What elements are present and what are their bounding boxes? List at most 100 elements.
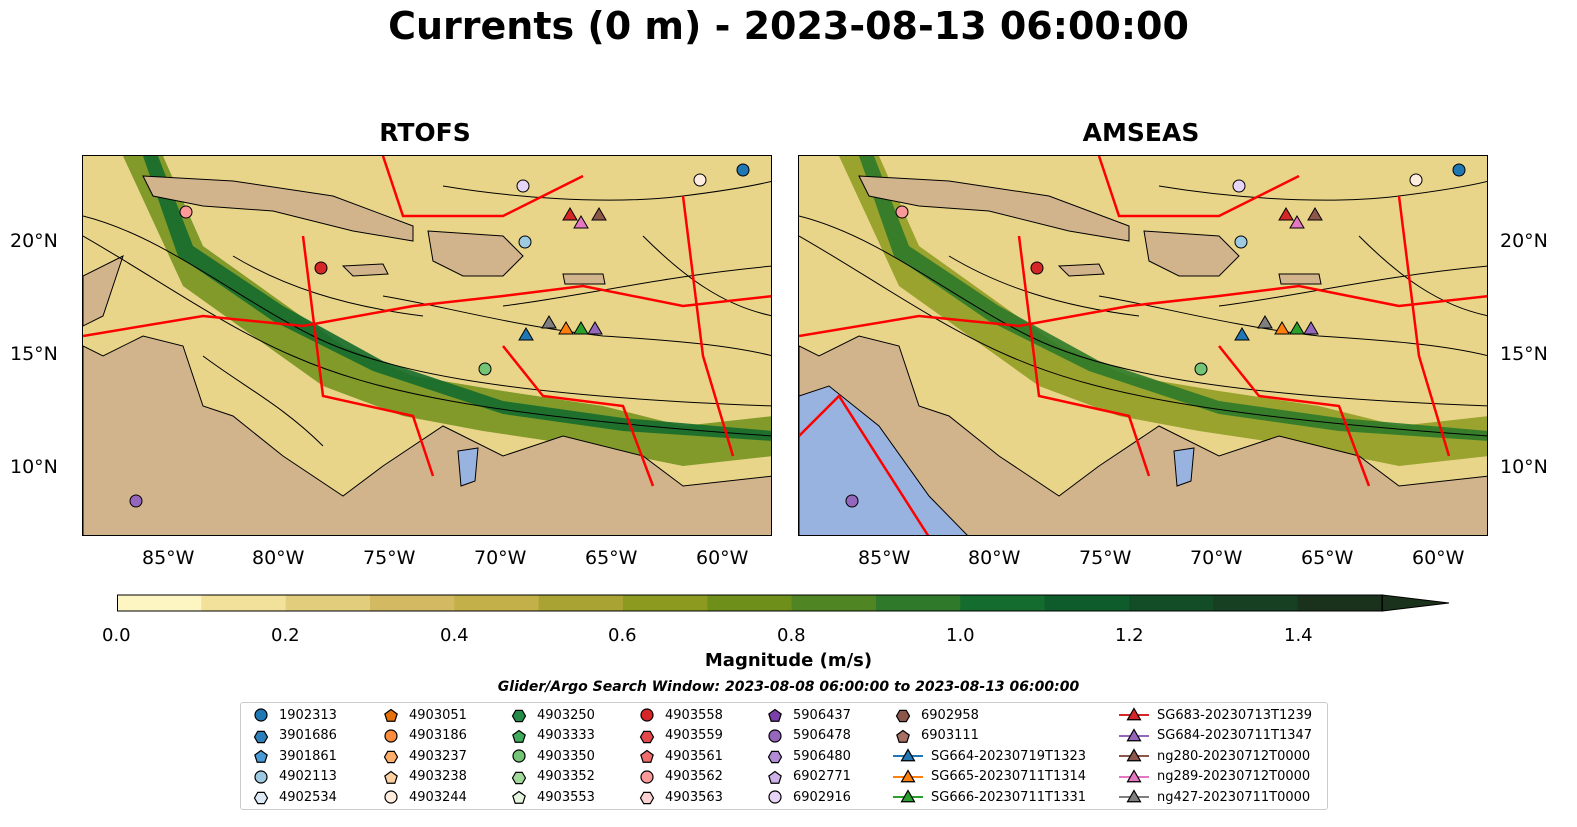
float-markers bbox=[129, 163, 750, 508]
legend-label: 4903558 bbox=[665, 707, 723, 723]
colorbar-tick-4: 0.8 bbox=[777, 625, 806, 646]
yucatan-landmass bbox=[83, 255, 124, 327]
legend-label: 4903237 bbox=[409, 748, 467, 764]
colorbar-tick-0: 0.0 bbox=[102, 625, 131, 646]
float-markers bbox=[845, 163, 1466, 508]
legend-item: 4903244 bbox=[381, 787, 467, 807]
legend-item: 4903558 bbox=[637, 705, 723, 725]
colorbar-tick-5: 1.0 bbox=[946, 625, 975, 646]
legend-item: 6902771 bbox=[765, 767, 851, 787]
circle-marker-icon bbox=[384, 790, 398, 804]
cuba-landmass bbox=[858, 175, 1130, 242]
colorbar-cell bbox=[117, 595, 202, 611]
map-panel-rtofs bbox=[82, 155, 772, 536]
hexagon-marker-icon bbox=[895, 709, 911, 723]
puerto-rico-landmass bbox=[1278, 273, 1322, 285]
legend-item: 3901686 bbox=[251, 726, 337, 746]
eez-boundaries bbox=[799, 156, 1487, 535]
colorbar-cell bbox=[876, 595, 961, 611]
map-amseas-drawing bbox=[799, 156, 1487, 535]
legend-label: SG684-20230711T1347 bbox=[1157, 728, 1313, 744]
colorbar-cell bbox=[960, 595, 1046, 611]
colorbar-extension bbox=[1381, 594, 1450, 612]
circle-marker-icon bbox=[384, 728, 398, 743]
central-south-america-landmass bbox=[799, 335, 1487, 535]
legend-item: 5906480 bbox=[765, 746, 851, 766]
legend-label: 4903553 bbox=[537, 789, 595, 805]
triangle-marker-icon bbox=[893, 769, 923, 783]
colorbar-cell bbox=[707, 595, 793, 611]
legend-label: 6903111 bbox=[921, 728, 979, 744]
triangle-marker-icon bbox=[1119, 769, 1149, 783]
lon-tick-right-65w: 65°W bbox=[1301, 547, 1354, 569]
panel-title-rtofs: RTOFS bbox=[379, 118, 471, 147]
legend-label: 4903051 bbox=[409, 707, 467, 723]
lon-tick-right-80w: 80°W bbox=[968, 547, 1021, 569]
panel-title-amseas: AMSEAS bbox=[1082, 118, 1200, 147]
legend-label: 6902916 bbox=[793, 789, 851, 805]
legend-label: 5906437 bbox=[793, 707, 851, 723]
legend-label: 6902958 bbox=[921, 707, 979, 723]
hispaniola-landmass bbox=[1143, 230, 1240, 277]
legend-item: 4903559 bbox=[637, 726, 723, 746]
colorbar-cell bbox=[1044, 595, 1130, 611]
colorbar-cell bbox=[285, 595, 371, 611]
pacific-ocean bbox=[799, 385, 968, 535]
legend-item: 5906478 bbox=[765, 726, 851, 746]
legend-item: 4903553 bbox=[509, 787, 595, 807]
eez-boundaries bbox=[83, 156, 771, 487]
lon-tick-left-70w: 70°W bbox=[474, 547, 527, 569]
legend-item: 6902958 bbox=[893, 705, 979, 725]
hexagon-marker-icon bbox=[383, 750, 399, 764]
hexagon-marker-icon bbox=[253, 730, 269, 743]
pentagon-marker-icon bbox=[384, 708, 398, 722]
colorbar-tick-7: 1.4 bbox=[1284, 625, 1313, 646]
lat-tick-right-20n: 20°N bbox=[1500, 230, 1548, 252]
legend-label: 4903350 bbox=[537, 748, 595, 764]
legend-label: ng289-20230712T0000 bbox=[1157, 769, 1311, 785]
colorbar-tick-3: 0.6 bbox=[608, 625, 637, 646]
circle-marker-icon bbox=[512, 749, 526, 763]
hexagon-marker-icon bbox=[767, 750, 783, 764]
legend-label: 5906478 bbox=[793, 728, 851, 744]
triangle-marker-icon bbox=[893, 789, 923, 803]
legend-item: 4903561 bbox=[637, 746, 723, 766]
cuba-landmass bbox=[142, 175, 414, 242]
colorbar-cells bbox=[117, 595, 1383, 611]
pentagon-marker-icon bbox=[384, 770, 398, 784]
legend-label: SG665-20230711T1314 bbox=[931, 769, 1087, 785]
colorbar-cell bbox=[1213, 595, 1299, 611]
colorbar-outline bbox=[117, 594, 1383, 612]
triangle-marker-icon bbox=[1119, 727, 1149, 741]
legend-item: 4903562 bbox=[637, 767, 723, 787]
triangle-marker-icon bbox=[1119, 707, 1149, 721]
pentagon-marker-icon bbox=[768, 708, 782, 722]
current-core bbox=[143, 156, 771, 441]
legend-item: 4903563 bbox=[637, 787, 723, 807]
pentagon-marker-icon bbox=[896, 729, 910, 743]
lat-tick-left-15n: 15°N bbox=[10, 343, 58, 365]
colorbar-tick-2: 0.4 bbox=[440, 625, 469, 646]
legend-label: 4903244 bbox=[409, 789, 467, 805]
legend-label: 4903562 bbox=[665, 769, 723, 785]
circle-marker-icon bbox=[254, 708, 268, 722]
legend-label: SG664-20230719T1323 bbox=[931, 748, 1087, 764]
triangle-marker-icon bbox=[893, 748, 923, 762]
colorbar-cell bbox=[538, 595, 624, 611]
central-south-america-landmass bbox=[83, 335, 771, 535]
legend-label: 4903333 bbox=[537, 728, 595, 744]
circle-marker-icon bbox=[640, 770, 654, 784]
lake-maracaibo bbox=[457, 447, 479, 487]
colorbar-cell bbox=[370, 595, 455, 611]
lon-tick-right-70w: 70°W bbox=[1190, 547, 1243, 569]
jamaica-landmass bbox=[341, 263, 389, 277]
map-rtofs-drawing bbox=[83, 156, 771, 535]
legend-item: 1902313 bbox=[251, 705, 337, 725]
circle-marker-icon bbox=[254, 770, 268, 784]
lat-tick-right-10n: 10°N bbox=[1500, 456, 1548, 478]
legend-label: 3901686 bbox=[279, 728, 337, 744]
legend-item: 4902113 bbox=[251, 767, 337, 787]
legend: 1902313 3901686 3901861 4902113 4902534 49030… bbox=[240, 702, 1328, 810]
legend-label: 5906480 bbox=[793, 748, 851, 764]
legend-item: 5906437 bbox=[765, 705, 851, 725]
